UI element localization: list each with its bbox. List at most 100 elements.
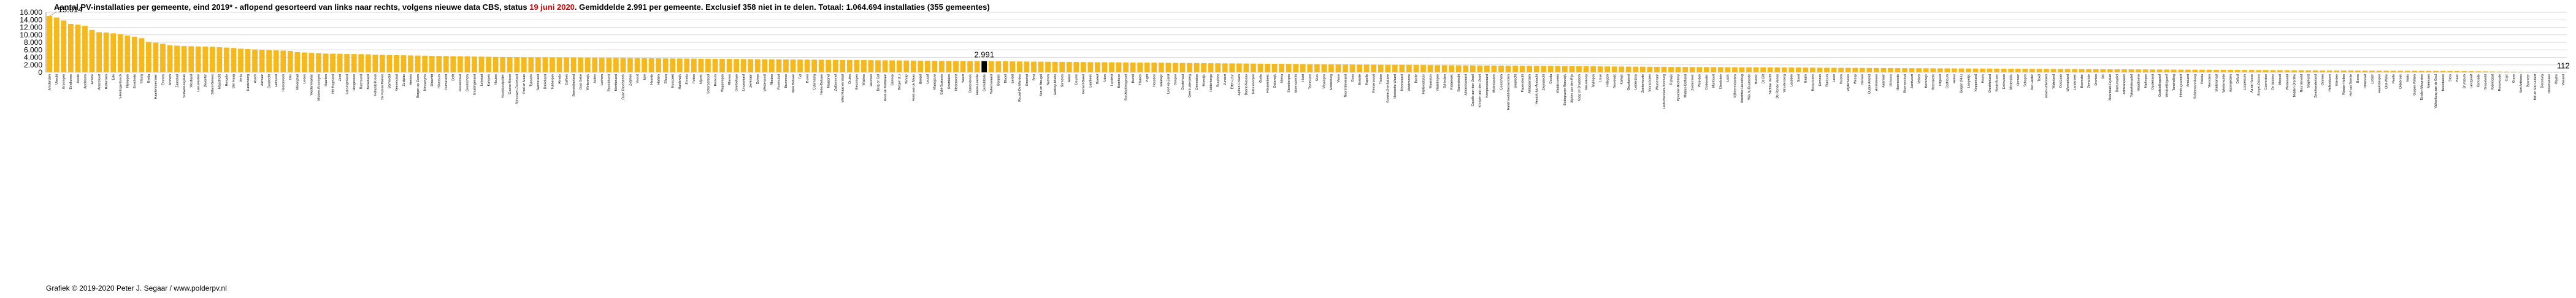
bar: [1838, 67, 1844, 72]
x-tick-label: Echt-Susteren: [940, 74, 944, 94]
x-tick-label: Hof van Twente: [2350, 74, 2353, 96]
x-tick-label: Alkmaar: [261, 74, 264, 86]
x-tick-label: Gulpen-Wittem: [2413, 74, 2417, 96]
x-tick-label: Delfzijl: [2236, 74, 2240, 83]
x-tick-label: Oss: [289, 74, 293, 80]
bar: [826, 59, 832, 72]
bar: [528, 57, 534, 72]
x-tick-label: Ede: [112, 74, 115, 80]
bar: [2426, 71, 2432, 72]
bar: [486, 56, 491, 72]
y-tick-label: 10.000: [20, 31, 42, 39]
x-tick-label: Goes: [1351, 74, 1355, 82]
x-tick-label: Ouder-Amstel: [1868, 74, 1872, 94]
x-tick-label: Helmond: [275, 74, 278, 87]
bar: [840, 59, 846, 72]
x-tick-label: Wassenaar: [1655, 74, 1659, 90]
x-tick-label: Woerden: [1698, 74, 1702, 87]
x-tick-label: Ermelo: [686, 74, 689, 85]
bar: [316, 53, 321, 72]
x-tick-label: Twenterand: [537, 74, 540, 91]
bar: [1463, 65, 1469, 72]
x-tick-label: Haaren: [1138, 74, 1142, 85]
x-tick-label: Voorst: [636, 74, 640, 83]
x-tick-label: Asten: [1068, 74, 1071, 82]
bar: [1243, 63, 1249, 72]
bar: [974, 61, 980, 72]
x-tick-label: Cranendonck: [968, 74, 972, 93]
x-tick-label: Texel: [2038, 74, 2042, 82]
bar: [734, 59, 740, 72]
bar: [1406, 64, 1412, 72]
x-tick-label: Beemster: [2080, 74, 2084, 88]
x-tick-label: Houten: [494, 74, 498, 85]
bar: [868, 60, 874, 72]
bar: [1484, 65, 1490, 72]
bar: [259, 50, 265, 72]
x-tick-label: Wageningen: [721, 74, 724, 92]
x-tick-label: Harlingen: [2144, 74, 2148, 88]
x-tick-label: Dronten: [2095, 74, 2098, 86]
x-tick-label: Renswoude: [2498, 74, 2502, 91]
bar: [408, 55, 413, 72]
x-tick-label: Westvoorne: [1408, 74, 1411, 91]
x-tick-label: Nieuwkoop: [1585, 74, 1589, 90]
bar: [1753, 67, 1759, 72]
x-tick-label: Landgraaf: [2470, 74, 2474, 88]
bar: [2234, 70, 2241, 72]
x-tick-label: Zevenaar: [749, 74, 753, 88]
x-tick-label: Katwijk: [1620, 74, 1624, 85]
bar: [379, 55, 385, 72]
x-tick-label: Krimpenerwaard: [1485, 74, 1489, 97]
x-tick-label: Appingedam: [2229, 74, 2233, 92]
bar: [684, 58, 690, 72]
x-tick-label: Nijkerk: [700, 74, 703, 84]
x-tick-label: Lingewaard: [742, 74, 746, 91]
bar: [2270, 70, 2276, 72]
bar: [89, 29, 95, 72]
x-tick-label: Lochem: [600, 74, 604, 85]
x-tick-label: Nuenen: [1046, 74, 1050, 85]
bar: [2192, 69, 2198, 72]
bar: [1031, 61, 1037, 72]
bar: [2079, 69, 2085, 72]
bar: [294, 52, 301, 72]
bar: [1392, 64, 1398, 72]
x-tick-label: Noordenveld: [2300, 74, 2304, 93]
chart-title: Aantal PV-installaties per gemeente, ein…: [54, 2, 990, 12]
x-tick-label: Doetinchem: [466, 74, 470, 91]
bar: [2206, 69, 2212, 72]
title-part: Aantal PV-installaties per gemeente, ein…: [54, 2, 529, 12]
bar: [726, 59, 732, 72]
x-tick-label: Beesel: [919, 74, 923, 84]
bar: [238, 48, 243, 72]
bar: [153, 42, 159, 72]
x-tick-label: Bronckhorst: [608, 74, 611, 91]
bar: [1363, 64, 1370, 72]
bar: [1123, 62, 1129, 72]
x-tick-label: Oosterhout: [1181, 74, 1185, 90]
bar: [386, 55, 393, 72]
x-tick-label: Hilvarenbeek: [1266, 74, 1270, 93]
x-tick-label: Zundert: [1224, 74, 1227, 85]
bar: [783, 59, 789, 72]
x-tick-label: Putten: [692, 74, 696, 83]
x-tick-label: Kampen: [487, 74, 491, 86]
bar: [351, 54, 357, 72]
y-tick-label: 16.000: [20, 8, 42, 17]
x-tick-label: Delft: [452, 74, 456, 80]
x-tick-label: Súdwest-Fryslân: [183, 74, 186, 98]
bar: [953, 61, 959, 72]
x-tick-label: Bergeijk: [997, 74, 1001, 86]
x-tick-label: Amstelveen: [1875, 74, 1879, 91]
x-tick-label: Peel en Maas: [523, 74, 526, 94]
x-tick-label: Rijssen-Holten: [2342, 74, 2346, 95]
bar: [309, 53, 315, 72]
bar: [167, 45, 173, 72]
bar: [323, 53, 329, 72]
x-tick-label: Drimmelen: [1195, 74, 1199, 90]
x-tick-label: Reusel-De Mierden: [1018, 74, 1022, 102]
x-tick-label: Gouda: [1549, 74, 1553, 84]
x-tick-label: Gilze en Rijen: [1252, 74, 1255, 94]
x-tick-label: Papendrecht: [1521, 74, 1525, 92]
